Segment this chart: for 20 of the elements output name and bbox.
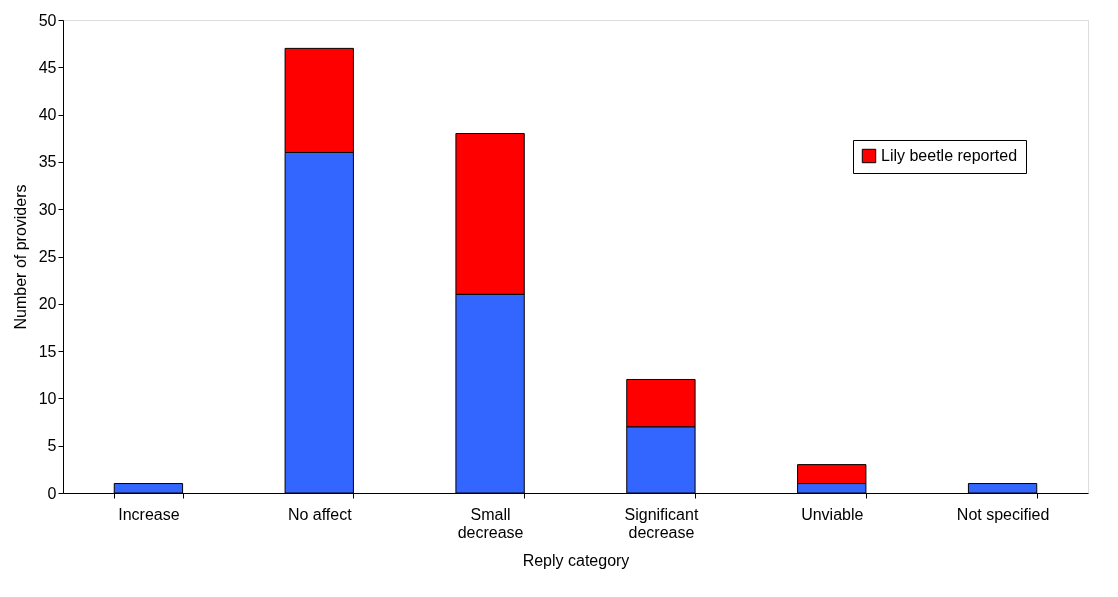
x-tick-label: Not specified bbox=[956, 505, 1050, 523]
y-tick-label: 10 bbox=[38, 389, 57, 407]
y-tick-label: 20 bbox=[38, 295, 57, 313]
y-tick-label: 30 bbox=[38, 200, 57, 218]
y-tick-label: 15 bbox=[38, 342, 57, 360]
x-tick-label: Unviable bbox=[801, 505, 864, 523]
y-tick-label: 5 bbox=[47, 437, 57, 455]
y-tick-label: 50 bbox=[38, 11, 57, 29]
y-tick-label: 25 bbox=[38, 248, 57, 265]
y-tick-label: 0 bbox=[47, 484, 57, 502]
y-tick-label: 40 bbox=[38, 106, 57, 124]
y-axis-title: Number of providers bbox=[11, 184, 29, 330]
x-tick-label: Significant decrease bbox=[624, 505, 699, 541]
x-axis-title: Reply category bbox=[522, 551, 630, 569]
x-tick-label: No affect bbox=[287, 505, 353, 523]
x-tick-label: Increase bbox=[118, 505, 180, 523]
legend-label: Lily beetle reported bbox=[881, 147, 1018, 164]
y-tick-label: 45 bbox=[38, 58, 57, 76]
x-tick-label: Small decrease bbox=[457, 505, 524, 541]
y-tick-label: 35 bbox=[38, 153, 57, 171]
